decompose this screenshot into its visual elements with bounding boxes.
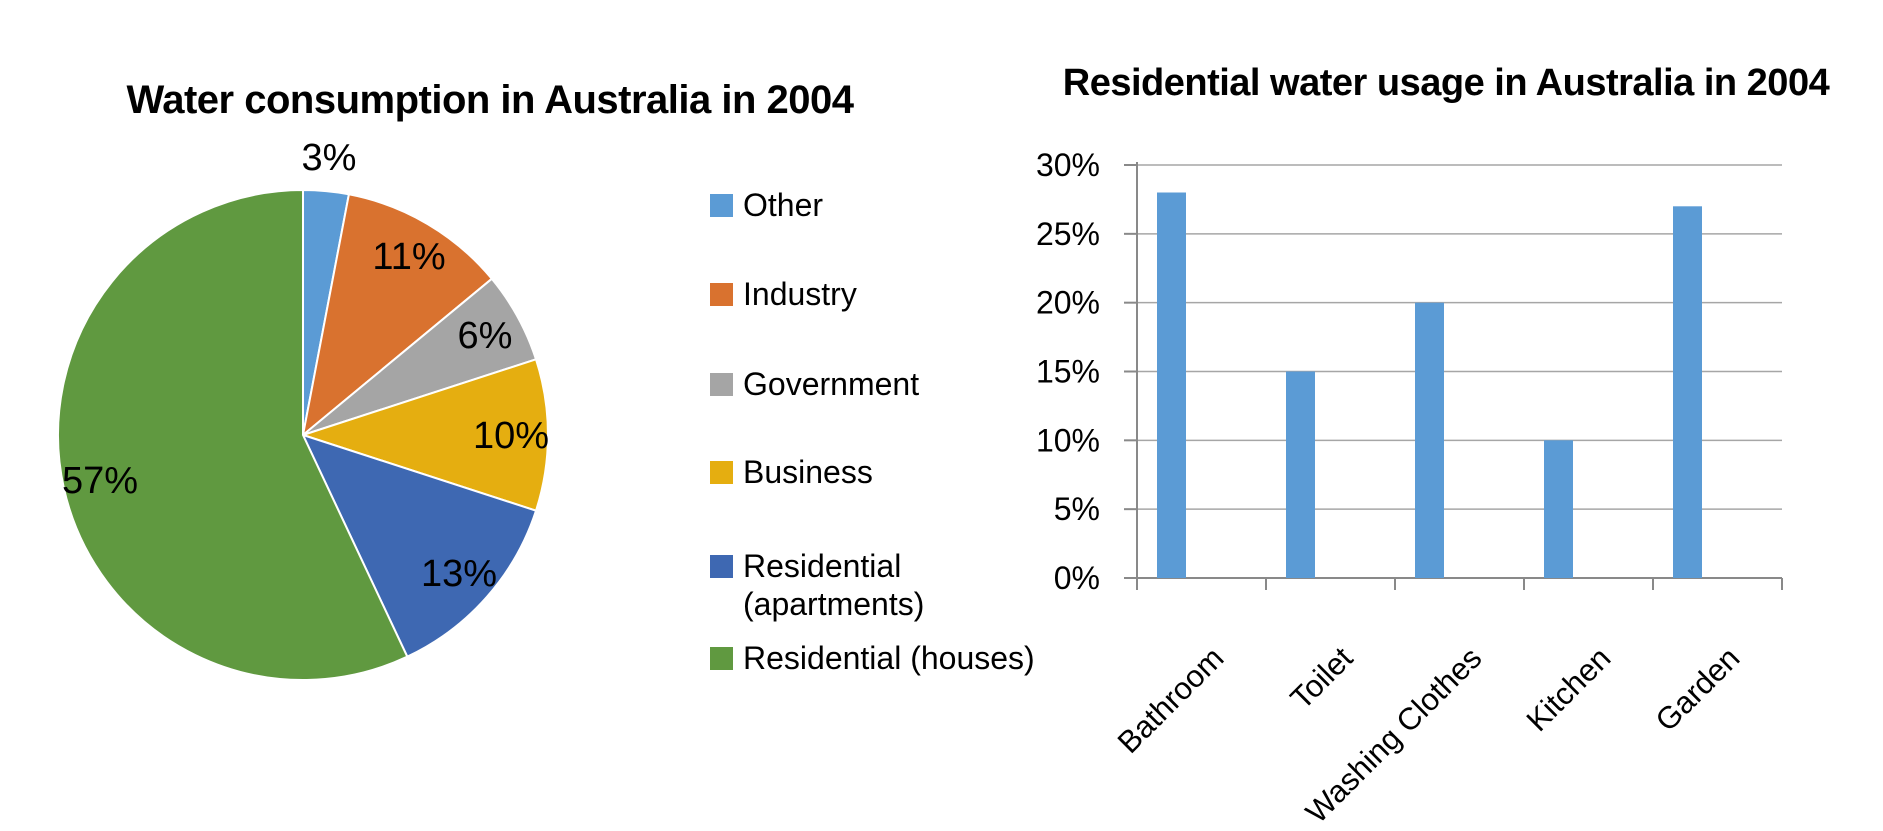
x-tick-label-bathroom: Bathroom [1111,640,1231,760]
legend-item-government: Government [710,365,1020,403]
bar-toilet [1286,371,1315,578]
bar-kitchen [1544,440,1573,578]
legend-swatch-business [710,461,733,484]
pie-data-label-business: 10% [473,415,549,457]
y-tick-label-20: 20% [1036,285,1100,321]
pie-data-label-residential-houses: 57% [62,460,138,502]
legend-label: Residential (houses) [743,640,1035,676]
bar-chart-title: Residential water usage in Australia in … [1062,62,1830,104]
legend-item-residential-apartments: Residential (apartments) [710,547,1020,623]
legend-swatch-residential-houses [710,647,733,670]
legend-label: Other [743,187,824,223]
pie-data-label-residential-apartments: 13% [421,553,497,595]
x-tick-label-garden: Garden [1649,640,1747,738]
legend-label: Industry [743,276,857,312]
pie-slice-residential-apartments [302,434,537,658]
pie-chart-title: Water consumption in Australia in 2004 [126,78,854,122]
legend-item-industry: Industry [710,275,1020,313]
legend-swatch-other [710,194,733,217]
legend-label: Business [743,454,873,490]
y-tick-label-0: 0% [1054,560,1100,596]
y-tick-label-10: 10% [1036,422,1100,458]
y-tick-label-5: 5% [1054,491,1100,527]
legend-item-business: Business [710,453,1020,491]
bar-garden [1673,206,1702,579]
y-tick-label-25: 25% [1036,216,1100,252]
y-tick-label-15: 15% [1036,354,1100,390]
pie-data-label-industry: 11% [372,236,445,278]
bar-bathroom [1157,192,1186,578]
pie-data-label-government: 6% [458,315,513,357]
x-tick-label-toilet: Toilet [1284,640,1360,716]
bar-washing-clothes [1415,302,1444,578]
legend-label: Residential (apartments) [743,548,925,622]
legend-item-residential-houses: Residential (houses) [710,639,1035,677]
legend-item-other: Other [710,186,1020,224]
legend-swatch-residential-apartments [710,555,733,578]
pie-slice-business [302,358,549,512]
pie-slice-residential-houses [57,189,409,681]
pie-slice-industry [302,193,493,436]
legend-swatch-industry [710,283,733,306]
y-tick-label-30: 30% [1036,147,1100,183]
pie-data-label-other: 3% [302,137,357,179]
legend-label: Government [743,366,920,402]
x-tick-label-kitchen: Kitchen [1520,640,1618,738]
legend-swatch-government [710,373,733,396]
